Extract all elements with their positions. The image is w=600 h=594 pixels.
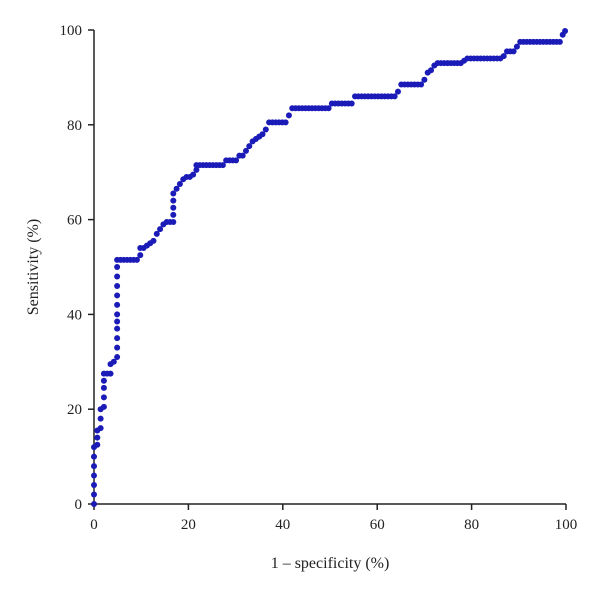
- x-tick-label: 60: [370, 517, 385, 533]
- data-point: [114, 273, 121, 280]
- data-point: [176, 181, 183, 188]
- data-point: [97, 425, 104, 432]
- data-point: [500, 53, 507, 60]
- data-point: [421, 76, 428, 83]
- y-tick-label: 100: [60, 23, 83, 39]
- data-point: [219, 162, 226, 169]
- data-point: [114, 354, 121, 361]
- y-tick-label: 0: [75, 497, 83, 513]
- data-point: [193, 166, 200, 173]
- data-point: [133, 256, 140, 263]
- data-point: [325, 105, 332, 112]
- data-point: [153, 230, 160, 237]
- x-tick-label: 80: [464, 517, 479, 533]
- x-tick-label: 40: [275, 517, 290, 533]
- data-point: [94, 434, 101, 441]
- data-point: [418, 81, 425, 88]
- data-point: [510, 48, 517, 55]
- data-point: [246, 143, 253, 150]
- data-point: [513, 43, 520, 50]
- data-points: [91, 27, 569, 507]
- x-tick-label: 100: [555, 517, 578, 533]
- data-point: [394, 88, 401, 95]
- data-point: [391, 93, 398, 100]
- data-point: [114, 301, 121, 308]
- data-point: [97, 415, 104, 422]
- x-tick-label: 20: [181, 517, 196, 533]
- data-point: [91, 453, 97, 460]
- data-point: [91, 491, 97, 498]
- data-point: [107, 370, 114, 377]
- data-point: [262, 126, 269, 133]
- y-tick-label: 20: [67, 402, 82, 418]
- data-point: [100, 377, 107, 384]
- data-point: [173, 185, 180, 192]
- y-tick-label: 40: [67, 307, 82, 323]
- data-point: [556, 38, 563, 45]
- data-point: [114, 292, 121, 299]
- data-point: [170, 218, 177, 225]
- data-point: [242, 147, 249, 154]
- data-point: [259, 131, 266, 138]
- data-point: [114, 318, 121, 325]
- data-point: [110, 358, 117, 365]
- data-point: [282, 119, 289, 126]
- data-point: [170, 204, 177, 211]
- data-point: [91, 463, 97, 470]
- data-point: [114, 282, 121, 289]
- x-tick-label: 0: [90, 517, 98, 533]
- axes: [93, 30, 566, 505]
- data-point: [91, 482, 97, 489]
- x-axis-title: 1 – specificity (%): [271, 555, 390, 572]
- data-point: [114, 335, 121, 342]
- data-point: [428, 67, 435, 74]
- data-point: [150, 237, 157, 244]
- data-point: [285, 112, 292, 119]
- data-point: [100, 403, 107, 410]
- data-point: [170, 190, 177, 197]
- data-point: [94, 441, 101, 448]
- data-point: [114, 311, 121, 318]
- data-point: [91, 501, 97, 507]
- data-point: [562, 27, 569, 34]
- data-point: [114, 325, 121, 332]
- data-point: [100, 384, 107, 391]
- data-point: [190, 171, 197, 178]
- data-point: [239, 152, 246, 159]
- data-point: [170, 197, 177, 204]
- data-point: [100, 394, 107, 401]
- data-point: [348, 100, 355, 107]
- ticks: 0 20 40 60 80 100 0 20 40 60 80 100: [60, 23, 578, 533]
- data-point: [91, 472, 97, 479]
- data-point: [137, 252, 144, 259]
- y-axis-title: Sensitivity (%): [25, 219, 42, 315]
- data-point: [157, 226, 164, 233]
- y-tick-label: 60: [67, 213, 82, 229]
- data-point: [233, 157, 240, 164]
- y-tick-label: 80: [67, 118, 82, 134]
- data-point: [114, 264, 121, 270]
- data-point: [170, 211, 177, 218]
- data-point: [114, 344, 121, 351]
